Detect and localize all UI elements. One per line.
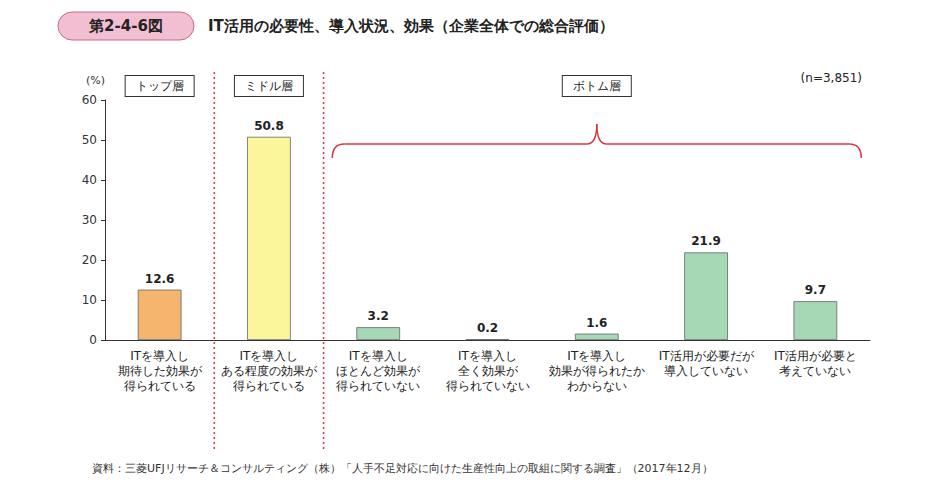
svg-text:3.2: 3.2 [368,309,389,323]
svg-text:第2-4-6図: 第2-4-6図 [88,17,163,35]
svg-text:ほとんど効果が: ほとんど効果が [336,364,421,378]
svg-text:得られていない: 得られていない [446,379,530,393]
svg-text:40: 40 [82,173,97,187]
svg-text:ITを導入し: ITを導入し [567,349,626,363]
svg-text:50: 50 [82,133,97,147]
svg-text:20: 20 [82,253,97,267]
svg-text:資料：三菱UFJリサーチ＆コンサルティング（株）「人手不足対: 資料：三菱UFJリサーチ＆コンサルティング（株）「人手不足対応に向けた生産性向上… [92,462,713,475]
svg-text:IT活用が必要だが: IT活用が必要だが [659,349,755,363]
svg-text:ITを導入し: ITを導入し [130,349,189,363]
svg-text:得られている: 得られている [233,379,305,393]
svg-text:全く効果が: 全く効果が [458,364,519,378]
svg-text:(n=3,851): (n=3,851) [801,71,862,85]
svg-text:0: 0 [89,333,97,347]
svg-text:得られている: 得られている [124,379,196,393]
svg-text:期待した効果が: 期待した効果が [118,364,203,378]
svg-text:21.9: 21.9 [691,234,721,248]
svg-text:9.7: 9.7 [805,283,826,297]
svg-text:ITを導入し: ITを導入し [349,349,408,363]
svg-text:50.8: 50.8 [254,119,284,133]
svg-text:1.6: 1.6 [586,316,607,330]
svg-text:ITを導入し: ITを導入し [239,349,298,363]
svg-text:ある程度の効果が: ある程度の効果が [221,364,318,378]
svg-text:(%): (%) [86,74,105,87]
svg-text:ミドル層: ミドル層 [245,79,293,93]
svg-text:導入していない: 導入していない [664,364,748,378]
svg-text:得られていない: 得られていない [336,379,420,393]
svg-text:60: 60 [82,93,97,107]
svg-text:トップ層: トップ層 [136,79,184,93]
svg-text:10: 10 [82,293,97,307]
svg-text:IT活用が必要と: IT活用が必要と [774,349,857,363]
svg-text:0.2: 0.2 [477,321,498,335]
svg-text:IT活用の必要性、導入状況、効果（企業全体での総合評価）: IT活用の必要性、導入状況、効果（企業全体での総合評価） [208,17,614,35]
svg-text:考えていない: 考えていない [779,364,851,378]
svg-text:効果が得られたか: 効果が得られたか [549,364,645,378]
svg-text:12.6: 12.6 [145,272,175,286]
svg-text:わからない: わからない [567,379,627,393]
svg-text:ITを導入し: ITを導入し [458,349,517,363]
svg-text:30: 30 [82,213,97,227]
svg-text:ボトム層: ボトム層 [573,79,621,93]
